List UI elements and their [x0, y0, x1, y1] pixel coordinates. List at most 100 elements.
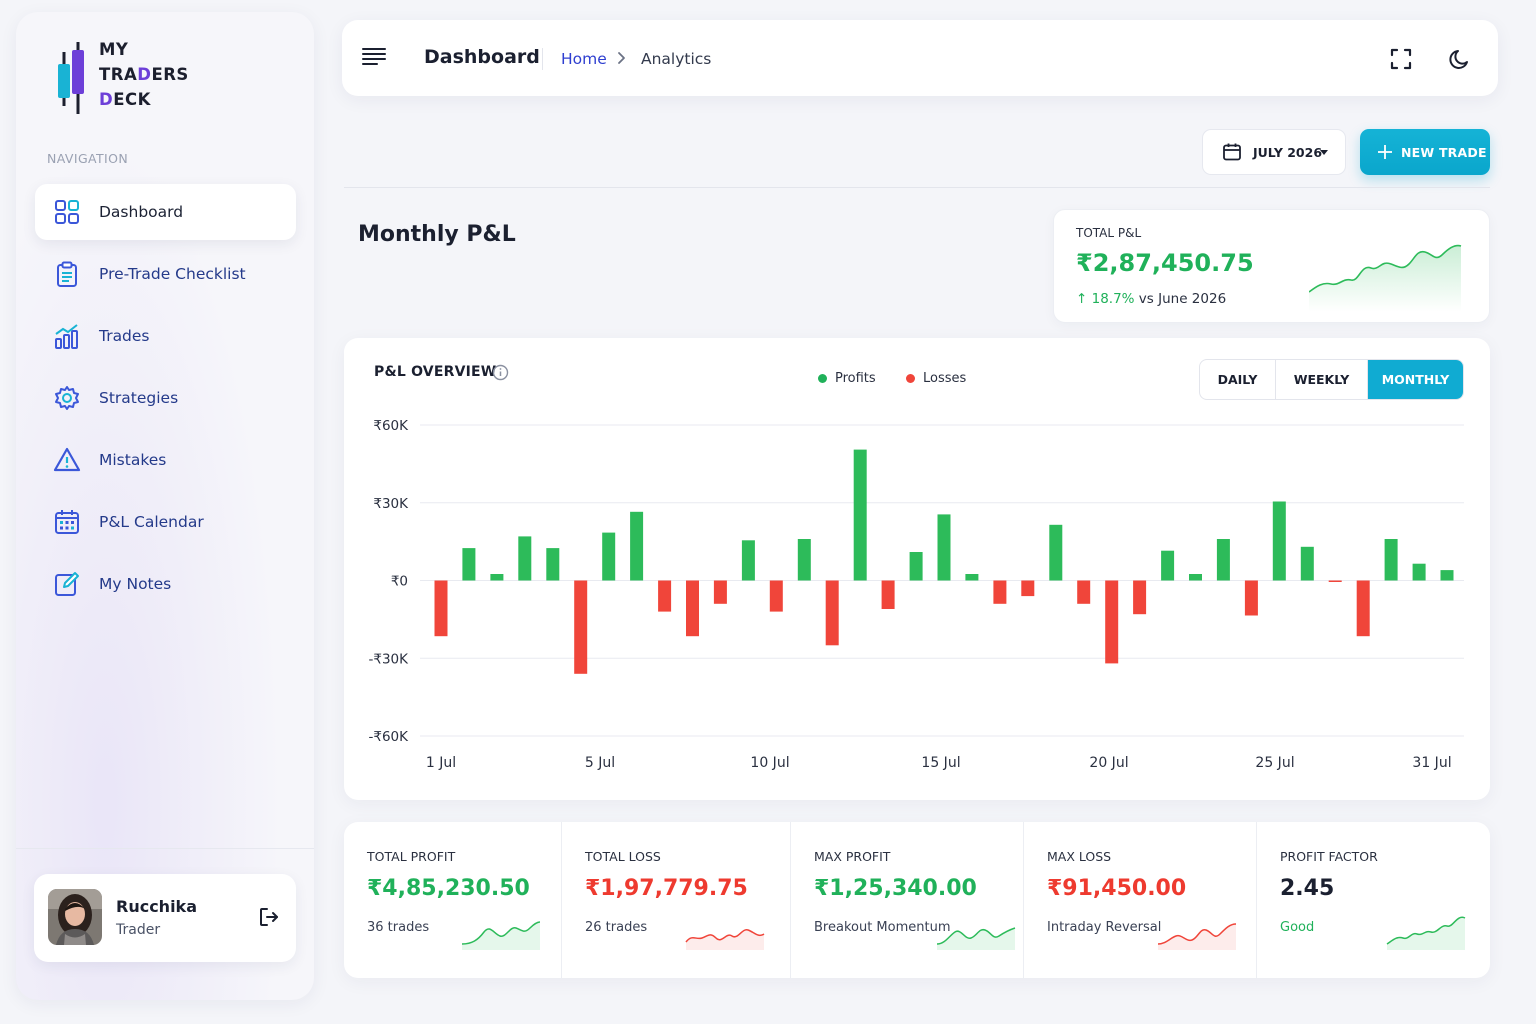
profit-bar[interactable]	[1384, 539, 1398, 581]
brand-logo[interactable]	[56, 36, 216, 118]
profit-bar[interactable]	[797, 539, 811, 581]
sidebar-item-my-notes[interactable]: My Notes	[35, 556, 296, 612]
stat-sub: Intraday Reversal	[1047, 920, 1162, 935]
loss-bar[interactable]	[1356, 580, 1370, 637]
stat-value: ₹91,450.00	[1047, 876, 1187, 901]
profit-bar[interactable]	[965, 574, 979, 581]
y-tick-label: -₹60K	[369, 729, 410, 745]
stat-sub: 26 trades	[585, 920, 648, 935]
sidebar-item-dashboard[interactable]: Dashboard	[35, 184, 296, 240]
profit-bar[interactable]	[741, 540, 755, 581]
sidebar-item-label: Strategies	[99, 389, 179, 407]
clipboard-icon	[57, 261, 77, 287]
sidebar-item-mistakes[interactable]: Mistakes	[35, 432, 296, 488]
stat-sub: Breakout Momentum	[814, 920, 951, 935]
profit-bar[interactable]	[546, 548, 560, 581]
period-daily-button[interactable]: DAILY	[1200, 360, 1276, 399]
y-tick-label: ₹0	[391, 574, 408, 590]
stat-sub: Good	[1280, 920, 1315, 935]
sidebar-item-label: Mistakes	[99, 451, 167, 469]
brand-word-traders-a: TRA	[99, 65, 138, 84]
loss-bar[interactable]	[769, 580, 783, 612]
profit-bar[interactable]	[462, 548, 476, 581]
month-picker[interactable]: JULY 2026	[1202, 129, 1346, 175]
stat-profit-factor: PROFIT FACTOR 2.45 Good	[1257, 822, 1490, 978]
period-toggle: DAILY WEEKLY MONTHLY	[1199, 359, 1464, 400]
grid-icon	[55, 200, 79, 224]
loss-bar[interactable]	[1133, 580, 1147, 615]
warning-icon	[53, 447, 81, 472]
legend-losses-swatch	[906, 374, 915, 383]
loss-bar[interactable]	[434, 580, 448, 637]
brand-line-1: MY	[99, 37, 189, 62]
loss-bar[interactable]	[713, 580, 727, 604]
stat-sparkline	[1157, 923, 1237, 950]
profit-bar[interactable]	[1272, 501, 1286, 581]
profit-bar[interactable]	[909, 552, 923, 581]
avatar[interactable]	[48, 889, 102, 945]
profit-bar[interactable]	[1300, 546, 1314, 581]
profit-bar[interactable]	[490, 574, 504, 581]
loss-bar[interactable]	[993, 580, 1007, 604]
profit-bar[interactable]	[937, 514, 951, 581]
period-weekly-button[interactable]: WEEKLY	[1276, 360, 1368, 399]
profit-bar[interactable]	[853, 449, 867, 581]
brand-name: MY TRADERS DECK	[99, 37, 189, 112]
sidebar-divider	[16, 848, 314, 849]
loss-bar[interactable]	[1077, 580, 1091, 604]
sidebar-item-pre-trade-checklist[interactable]: Pre-Trade Checklist	[35, 246, 296, 302]
loss-bar[interactable]	[881, 580, 895, 610]
total-pnl-label: TOTAL P&L	[1076, 226, 1142, 240]
plus-icon	[1378, 145, 1392, 159]
legend-losses: Losses	[906, 371, 966, 386]
sidebar-item-pl-calendar[interactable]: P&L Calendar	[35, 494, 296, 550]
calendar-icon	[55, 510, 79, 534]
profit-bar[interactable]	[602, 532, 616, 581]
legend-profits-swatch	[818, 374, 827, 383]
sidebar-item-trades[interactable]: Trades	[35, 308, 296, 364]
profit-bar[interactable]	[1161, 550, 1175, 581]
profit-bar[interactable]	[518, 536, 532, 581]
breadcrumb-home[interactable]: Home	[561, 50, 607, 68]
brand-line-2: TRADERS	[99, 62, 189, 87]
calendar-icon	[1223, 143, 1241, 161]
logout-icon[interactable]	[258, 906, 280, 928]
sidebar-item-label: Trades	[99, 327, 150, 345]
loss-bar[interactable]	[686, 580, 699, 637]
header-divider	[542, 48, 543, 70]
loss-bar[interactable]	[658, 580, 672, 612]
nav-section-label: NAVIGATION	[47, 151, 129, 166]
x-tick-label: 15 Jul	[921, 755, 960, 771]
new-trade-button[interactable]: NEW TRADE	[1360, 129, 1490, 175]
brand-line-3: DECK	[99, 87, 189, 112]
profit-bar[interactable]	[1189, 574, 1202, 581]
profit-bar[interactable]	[1216, 539, 1230, 581]
page-header-title: Dashboard	[424, 46, 540, 68]
sidebar: MY TRADERS DECK NAVIGATION Dashboard Pre	[16, 12, 314, 1000]
x-tick-label: 5 Jul	[585, 755, 615, 771]
period-monthly-button[interactable]: MONTHLY	[1368, 360, 1463, 399]
total-pnl-delta: ↑ 18.7% vs June 2026	[1076, 291, 1226, 307]
loss-bar[interactable]	[825, 580, 839, 646]
profit-bar[interactable]	[1049, 524, 1063, 581]
loss-bar[interactable]	[574, 580, 588, 674]
profit-bar[interactable]	[630, 511, 644, 581]
fullscreen-icon[interactable]	[1390, 48, 1412, 70]
loss-bar[interactable]	[1328, 580, 1342, 583]
moon-icon[interactable]	[1449, 48, 1471, 70]
pnl-overview-card: ₹60K ₹30K ₹0 -₹30K -₹60K 1 Jul 5 Jul 10 Jul 15 J…	[344, 338, 1490, 800]
loss-bar[interactable]	[1021, 580, 1035, 597]
user-card[interactable]: Rucchika Trader	[34, 874, 296, 962]
stat-label: PROFIT FACTOR	[1280, 849, 1378, 864]
profit-bar[interactable]	[1412, 563, 1426, 581]
menu-icon[interactable]	[362, 46, 386, 66]
profit-bar[interactable]	[1440, 570, 1454, 581]
stat-sparkline	[936, 927, 1016, 950]
stat-sparkline	[685, 929, 765, 950]
sidebar-item-strategies[interactable]: Strategies	[35, 370, 296, 426]
loss-bar[interactable]	[1105, 580, 1119, 664]
info-icon[interactable]	[492, 364, 509, 381]
stat-value: ₹1,25,340.00	[814, 876, 977, 901]
loss-bar[interactable]	[1244, 580, 1258, 616]
